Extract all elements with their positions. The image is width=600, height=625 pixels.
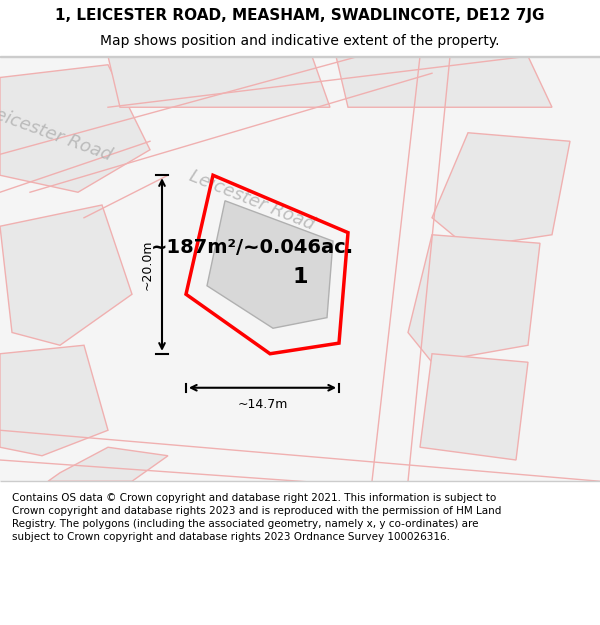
Polygon shape xyxy=(420,354,528,460)
Polygon shape xyxy=(408,235,540,362)
Polygon shape xyxy=(108,56,330,108)
Text: 1, LEICESTER ROAD, MEASHAM, SWADLINCOTE, DE12 7JG: 1, LEICESTER ROAD, MEASHAM, SWADLINCOTE,… xyxy=(55,8,545,23)
Polygon shape xyxy=(0,205,132,345)
Polygon shape xyxy=(48,448,168,481)
Text: Leicester Road: Leicester Road xyxy=(187,168,317,234)
Text: ~14.7m: ~14.7m xyxy=(238,398,287,411)
Text: Contains OS data © Crown copyright and database right 2021. This information is : Contains OS data © Crown copyright and d… xyxy=(12,492,502,542)
Text: ~187m²/~0.046ac.: ~187m²/~0.046ac. xyxy=(151,238,353,257)
Text: ~20.0m: ~20.0m xyxy=(140,239,154,290)
Polygon shape xyxy=(336,56,552,108)
Polygon shape xyxy=(432,132,570,248)
Text: Map shows position and indicative extent of the property.: Map shows position and indicative extent… xyxy=(100,34,500,48)
Text: Leicester Road: Leicester Road xyxy=(0,101,114,164)
Text: 1: 1 xyxy=(292,268,308,288)
Polygon shape xyxy=(207,201,333,328)
Polygon shape xyxy=(0,65,150,192)
Polygon shape xyxy=(0,345,108,456)
